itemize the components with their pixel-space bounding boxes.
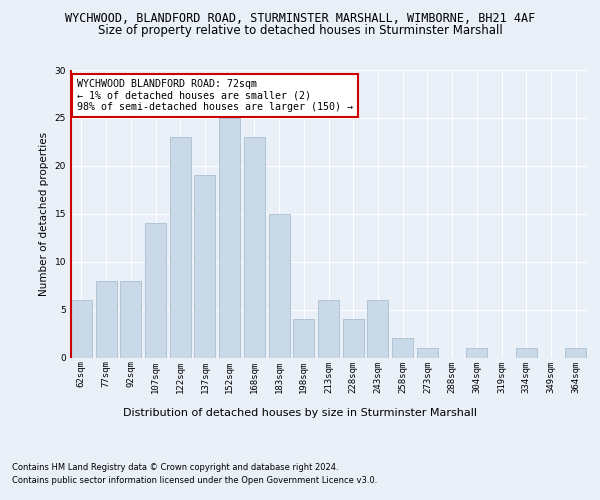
- Bar: [318, 300, 339, 358]
- Text: Contains public sector information licensed under the Open Government Licence v3: Contains public sector information licen…: [12, 476, 377, 485]
- Bar: [244, 137, 265, 358]
- Bar: [417, 348, 438, 358]
- Bar: [565, 348, 586, 358]
- Text: Size of property relative to detached houses in Sturminster Marshall: Size of property relative to detached ho…: [98, 24, 502, 37]
- Text: Contains HM Land Registry data © Crown copyright and database right 2024.: Contains HM Land Registry data © Crown c…: [12, 462, 338, 471]
- Bar: [219, 118, 240, 358]
- Text: Distribution of detached houses by size in Sturminster Marshall: Distribution of detached houses by size …: [123, 408, 477, 418]
- Text: WYCHWOOD BLANDFORD ROAD: 72sqm
← 1% of detached houses are smaller (2)
98% of se: WYCHWOOD BLANDFORD ROAD: 72sqm ← 1% of d…: [77, 78, 353, 112]
- Bar: [120, 281, 141, 357]
- Bar: [392, 338, 413, 357]
- Bar: [466, 348, 487, 358]
- Bar: [95, 281, 116, 357]
- Bar: [71, 300, 92, 358]
- Bar: [516, 348, 537, 358]
- Bar: [170, 137, 191, 358]
- Bar: [343, 319, 364, 358]
- Bar: [367, 300, 388, 358]
- Bar: [194, 176, 215, 358]
- Y-axis label: Number of detached properties: Number of detached properties: [39, 132, 49, 296]
- Bar: [145, 224, 166, 358]
- Bar: [293, 319, 314, 358]
- Text: WYCHWOOD, BLANDFORD ROAD, STURMINSTER MARSHALL, WIMBORNE, BH21 4AF: WYCHWOOD, BLANDFORD ROAD, STURMINSTER MA…: [65, 12, 535, 26]
- Bar: [269, 214, 290, 358]
